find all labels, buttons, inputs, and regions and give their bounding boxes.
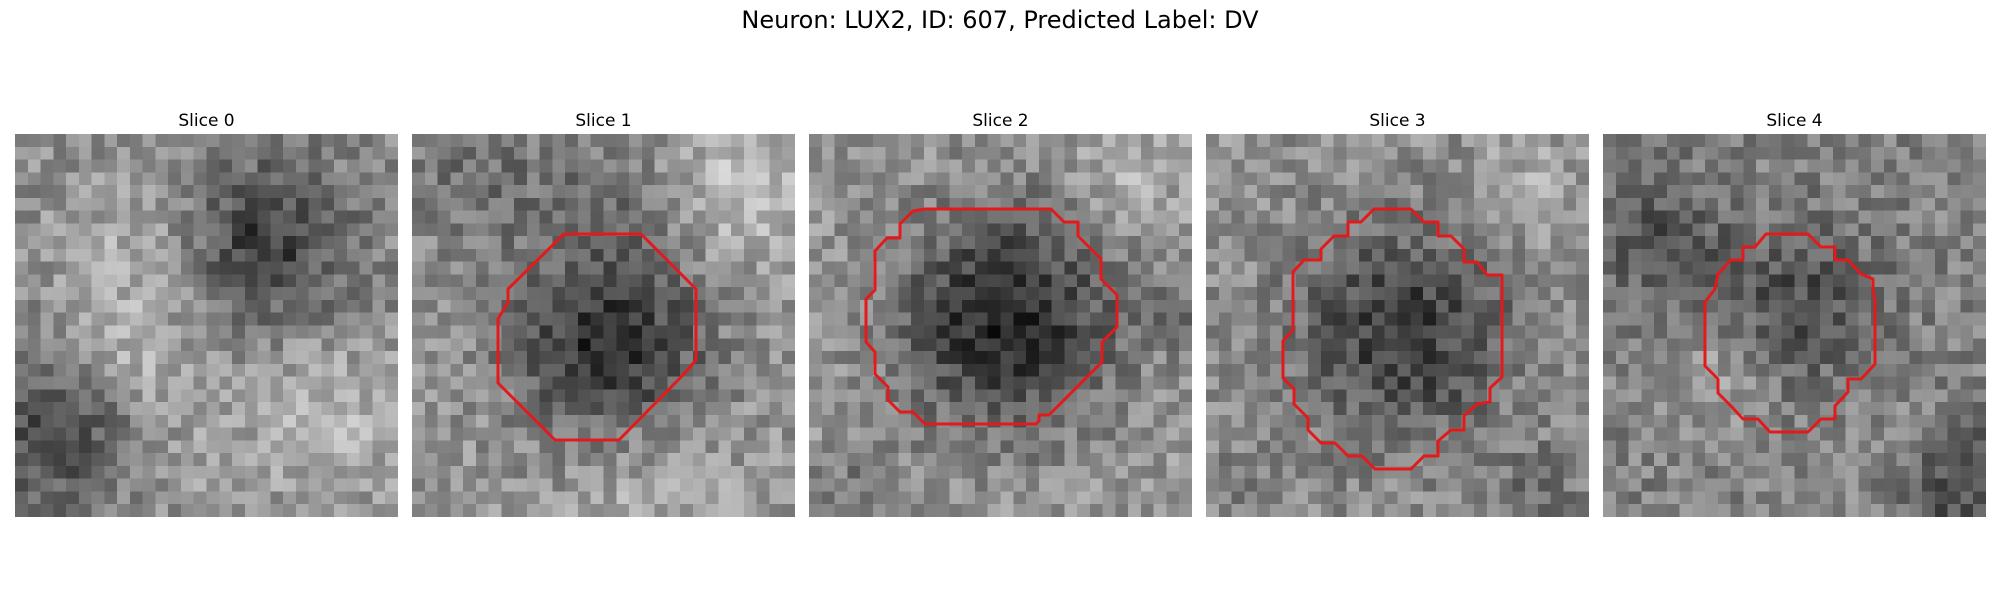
slice-pixels-3	[1206, 134, 1589, 517]
slice-pixels-2	[809, 134, 1192, 517]
slice-panel-3: Slice 3	[1206, 110, 1589, 517]
slice-title-4: Slice 4	[1766, 111, 1823, 131]
slice-title-1: Slice 1	[575, 111, 632, 131]
slice-panel-4: Slice 4	[1603, 110, 1986, 517]
slice-panel-0: Slice 0	[15, 110, 398, 517]
slice-image-3	[1206, 134, 1589, 517]
roi-outline-2	[864, 207, 1119, 426]
roi-contour-1	[496, 232, 698, 442]
slice-image-4	[1603, 134, 1986, 517]
slice-title-0: Slice 0	[178, 111, 235, 131]
slice-pixels-1	[412, 134, 795, 517]
slice-panel-2: Slice 2	[809, 110, 1192, 517]
roi-outline-4	[1703, 232, 1877, 434]
roi-contour-2	[864, 207, 1119, 426]
slice-pixels-4	[1603, 134, 1986, 517]
slice-title-2: Slice 2	[972, 111, 1029, 131]
roi-contour-3	[1281, 207, 1504, 471]
slice-image-2	[809, 134, 1192, 517]
slice-panel-1: Slice 1	[412, 110, 795, 517]
figure-title: Neuron: LUX2, ID: 607, Predicted Label: …	[741, 6, 1259, 34]
roi-outline-1	[496, 232, 698, 442]
roi-contour-4	[1703, 232, 1877, 434]
slice-pixels-0	[15, 134, 398, 517]
roi-outline-3	[1281, 207, 1504, 471]
slice-image-1	[412, 134, 795, 517]
slice-image-0	[15, 134, 398, 517]
slice-title-3: Slice 3	[1369, 111, 1426, 131]
